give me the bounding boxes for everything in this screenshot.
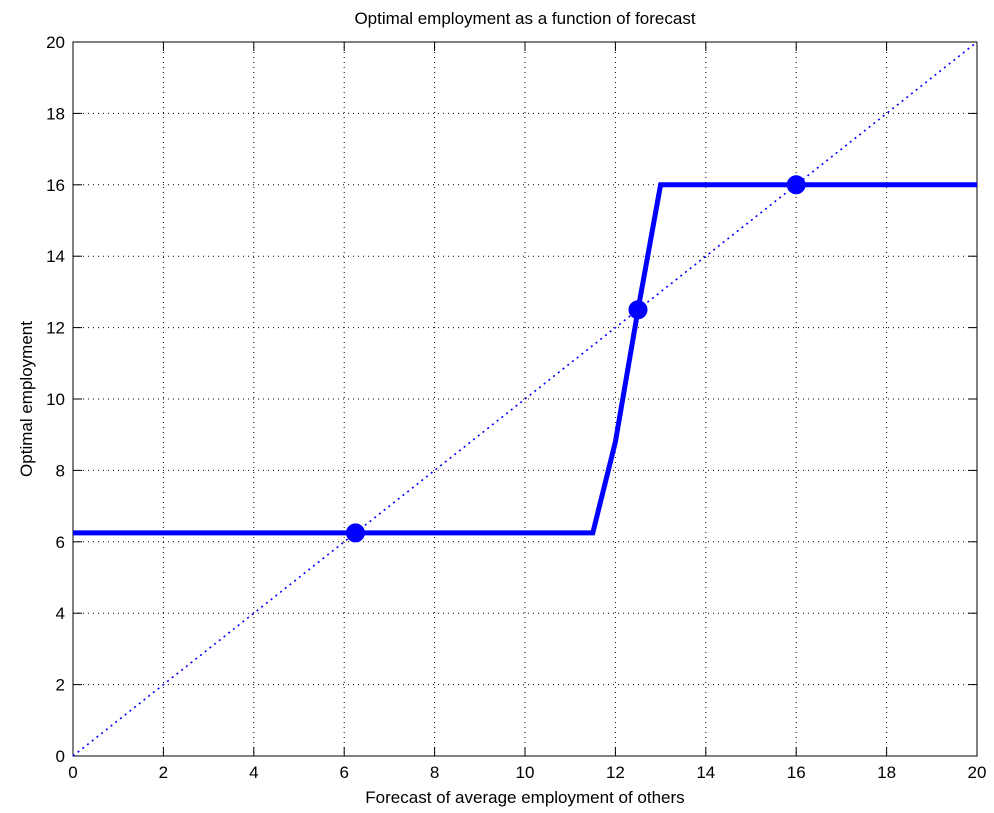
x-tick-label: 4: [249, 763, 258, 782]
x-tick-label: 0: [68, 763, 77, 782]
x-tick-label: 6: [339, 763, 348, 782]
grid: [73, 42, 977, 756]
x-tick-label: 16: [787, 763, 806, 782]
y-tick-label: 20: [46, 33, 65, 52]
y-tick-label: 14: [46, 247, 65, 266]
equilibrium-point: [628, 300, 648, 320]
y-tick-label: 8: [56, 461, 65, 480]
chart-title: Optimal employment as a function of fore…: [354, 9, 695, 28]
x-tick-label: 2: [159, 763, 168, 782]
series-line-optimal-employment: [73, 182, 977, 536]
y-tick-label: 6: [56, 533, 65, 552]
axis-ticks: 0 2 4 6 8 10 12 14 16 18 20 0 2 4 6 8 10 12 14 16 18 20: [46, 33, 986, 782]
x-tick-label: 14: [696, 763, 715, 782]
y-axis-label: Optimal employment: [17, 321, 36, 477]
y-tick-label: 4: [56, 604, 65, 623]
x-tick-label: 8: [430, 763, 439, 782]
x-tick-label: 10: [516, 763, 535, 782]
y-tick-label: 0: [56, 747, 65, 766]
plot-area: [72, 41, 978, 757]
x-axis-label: Forecast of average employment of others: [365, 788, 684, 807]
x-tick-label: 18: [877, 763, 896, 782]
x-tick-label: 20: [968, 763, 987, 782]
y-tick-label: 16: [46, 176, 65, 195]
equilibrium-point: [786, 175, 806, 195]
y-tick-label: 2: [56, 676, 65, 695]
y-tick-label: 10: [46, 390, 65, 409]
y-tick-label: 18: [46, 104, 65, 123]
equilibrium-point: [346, 523, 365, 543]
x-tick-label: 12: [606, 763, 625, 782]
y-tick-label: 12: [46, 319, 65, 338]
